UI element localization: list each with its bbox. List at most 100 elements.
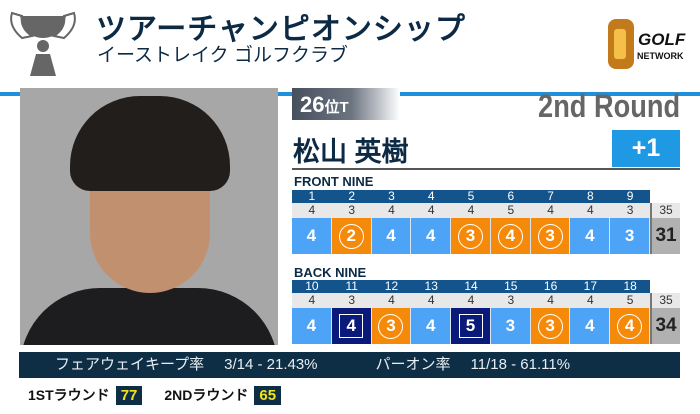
hole-par: 4: [388, 293, 395, 307]
hole-number: 5: [467, 189, 475, 203]
hole-score-cell: 4: [570, 218, 611, 254]
hole-number: 1: [308, 189, 316, 203]
gir-label: パーオン率: [375, 356, 451, 373]
hole-score-cell: 3: [451, 218, 491, 254]
golf-network-logo: GOLF NETWORK: [608, 19, 686, 69]
hole-score: 4: [386, 226, 396, 245]
hole-number: 13: [424, 279, 438, 293]
hole-score: 4: [306, 316, 317, 335]
hole-score: 4: [426, 316, 436, 335]
hole-number: 11: [345, 279, 358, 293]
trophy-icon: [10, 11, 76, 76]
hole-number: 15: [504, 279, 518, 293]
name-divider: [292, 168, 680, 170]
hole-score-cell: 4: [570, 308, 611, 344]
hole-number: 12: [384, 279, 399, 293]
hole-score: 5: [458, 314, 483, 338]
hole-number: 3: [388, 189, 395, 203]
score-total: 31: [650, 218, 681, 254]
hole-par: 4: [427, 293, 435, 307]
hole-par: 4: [547, 293, 554, 307]
hole-score: 4: [617, 313, 643, 339]
hole-score-cell: 4: [371, 218, 412, 254]
hole-par: 4: [427, 203, 435, 217]
player-name: 松山 英樹: [293, 137, 409, 167]
svg-text:GOLF: GOLF: [638, 30, 686, 49]
to-par-badge: +1: [612, 130, 680, 167]
hole-score: 4: [585, 226, 595, 245]
hole-par: 4: [547, 203, 554, 217]
hole-number: 2: [348, 189, 356, 203]
hole-number: 10: [305, 279, 319, 293]
round-1-label: 1STラウンド: [28, 387, 110, 403]
hole-score: 4: [339, 314, 364, 338]
front-pars: 4 3 4 4 4 5 4 4 3 35: [292, 203, 680, 218]
hole-score-cell: 3: [610, 218, 651, 254]
hole-score-cell: 3: [530, 218, 571, 254]
hole-number: 8: [587, 189, 594, 203]
player-photo: [20, 88, 278, 345]
tournament-title: ツアーチャンピオンシップ: [96, 13, 466, 46]
rank-suffix: 位T: [324, 99, 349, 116]
back-pars: 4 3 4 4 4 3 4 4 5 35: [292, 293, 680, 308]
hole-par: 3: [507, 293, 515, 307]
hole-score-cell: 4: [411, 218, 452, 254]
hole-score-cell: 4: [411, 308, 452, 344]
hole-number: 17: [583, 279, 598, 293]
hole-par: 3: [626, 203, 634, 217]
hole-score: 4: [306, 226, 317, 245]
hole-score-cell: 3: [530, 308, 571, 344]
rank-badge: 26位T: [292, 88, 400, 120]
hole-par: 4: [587, 293, 594, 307]
back-scores: 4 4 3 4 5 3 3 4 4 34: [292, 308, 681, 344]
hole-score-cell: 2: [331, 218, 372, 254]
hole-number: 4: [427, 189, 435, 203]
front-nine-label: FRONT NINE: [294, 174, 374, 189]
gir-value: 11/18 - 61.11%: [470, 356, 571, 373]
hole-score: 4: [585, 316, 595, 335]
hole-number: 7: [547, 189, 554, 203]
front-scores: 4 2 4 4 3 4 3 4 3 31: [292, 218, 681, 254]
hole-score-cell: 4: [490, 218, 531, 254]
hole-score: 3: [378, 313, 404, 339]
hole-par: 4: [388, 203, 395, 217]
hole-score-cell: 3: [490, 308, 531, 344]
hole-score-cell: 4: [610, 308, 651, 344]
hole-par: 4: [467, 203, 475, 217]
hole-number: 9: [626, 189, 634, 203]
hole-number: 14: [464, 279, 478, 293]
round-scores: 1STラウンド 77 2NDラウンド 65: [28, 385, 303, 405]
round-1-score: 77: [115, 385, 143, 405]
hole-score: 3: [624, 226, 635, 245]
hole-par: 5: [626, 293, 634, 307]
par-total: 35: [650, 203, 680, 218]
hole-score-cell: 3: [371, 308, 412, 344]
hole-score-cell: 4: [292, 308, 332, 344]
hole-par: 4: [587, 203, 594, 217]
fairway-label: フェアウェイキープ率: [55, 356, 205, 373]
hole-number: 18: [623, 279, 637, 293]
hole-score-cell: 4: [292, 218, 332, 254]
hole-score: 3: [458, 223, 484, 249]
hole-par: 4: [308, 293, 316, 307]
hole-par: 3: [348, 293, 356, 307]
round-2-label: 2NDラウンド: [164, 387, 249, 403]
hole-par: 5: [507, 203, 515, 217]
back-hole-numbers: 10 11 12 13 14 15 16 17 18: [292, 280, 650, 293]
hole-score: 4: [497, 223, 523, 249]
back-nine-label: BACK NINE: [294, 265, 367, 280]
course-name: イーストレイク ゴルフクラブ: [97, 45, 348, 66]
stats-bar: フェアウェイキープ率 3/14 - 21.43% パーオン率 11/18 - 6…: [19, 352, 680, 378]
svg-text:NETWORK: NETWORK: [637, 51, 684, 61]
hole-score: 3: [505, 316, 516, 335]
fairway-value: 3/14 - 21.43%: [224, 356, 318, 373]
round-2-score: 65: [254, 385, 282, 405]
par-total: 35: [650, 293, 680, 308]
hole-par: 4: [308, 203, 316, 217]
front-hole-numbers: 1 2 3 4 5 6 7 8 9: [292, 190, 650, 203]
hole-par: 4: [467, 293, 475, 307]
hole-number: 16: [543, 279, 558, 293]
hole-score: 4: [426, 226, 436, 245]
score-total: 34: [650, 308, 681, 344]
rank-number: 26: [300, 92, 325, 117]
